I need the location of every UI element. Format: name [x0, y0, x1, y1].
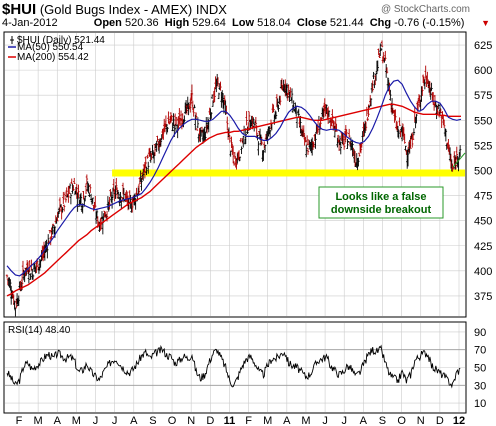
rsi-tick-label: 10 [474, 398, 486, 410]
price-chart: 375 400 425 450 475 500 525 550 575 600 625 $HUI (… [3, 31, 492, 318]
rsi-x-tick-label: N [187, 415, 195, 426]
rsi-tick-label: 90 [474, 327, 486, 339]
rsi-x-tick-label: F [245, 415, 252, 426]
rsi-x-tick-label: M [72, 415, 81, 426]
rsi-x-tick-label: M [263, 415, 272, 426]
rsi-x-tick-label: S [379, 415, 386, 426]
support-band [112, 169, 465, 177]
price-tick-label: 375 [474, 291, 492, 303]
rsi-x-tick-label: A [54, 415, 62, 426]
rsi-tick-label: 30 [474, 380, 486, 392]
price-legend: $HUI (Daily) 521.44 MA(50) 550.54 MA(200… [8, 35, 105, 63]
rsi-x-tick-label: A [130, 415, 138, 426]
rsi-x-tick-label: D [206, 415, 214, 426]
price-tick-label: 600 [474, 65, 492, 77]
price-tick-label: 500 [474, 165, 492, 177]
price-tick-label: 625 [474, 40, 492, 52]
low-value: 518.04 [257, 17, 291, 29]
ma50-line [6, 79, 462, 277]
rsi-x-axis: F M A M J J A S O N D 11 F M A M J J A S O N D 12 [16, 415, 465, 426]
credit: @ StockCharts.com [380, 4, 470, 15]
annotation-line1: Looks like a false [335, 191, 426, 203]
close-value: 521.44 [329, 17, 364, 29]
chart-header-line1: $HUI (Gold Bugs Index - AMEX) INDX [2, 1, 227, 18]
rsi-x-tick-label: F [16, 415, 23, 426]
chg-label: Chg [369, 17, 392, 29]
price-tick-label: 425 [474, 241, 492, 253]
annotation-line2: downside breakout [331, 204, 432, 216]
rsi-gridlines [5, 323, 465, 412]
price-tick-label: 475 [474, 191, 492, 203]
date: 4-Jan-2012 [2, 17, 58, 29]
price-bars [5, 40, 462, 317]
price-tick-label: 450 [474, 216, 492, 228]
rsi-x-tick-label: A [360, 415, 368, 426]
high-label: High [164, 17, 190, 29]
exchange: INDX [195, 2, 227, 17]
down-arrow-icon: ▼ [481, 18, 490, 28]
annotation-arrow [452, 152, 466, 168]
open-value: 520.36 [124, 17, 159, 29]
rsi-x-tick-label: D [436, 415, 444, 426]
rsi-x-tick-label: M [301, 415, 310, 426]
symbol: $HUI [2, 1, 37, 18]
low-label: Low [232, 17, 255, 29]
rsi-x-tick-label: 12 [453, 415, 465, 426]
ma200-line [6, 103, 461, 297]
rsi-tick-label: 50 [474, 363, 486, 375]
rsi-line [6, 344, 461, 389]
close-label: Close [296, 17, 327, 29]
open-label: Open [93, 17, 122, 29]
rsi-axis: 10 30 50 70 90 [474, 327, 486, 410]
price-tick-label: 525 [474, 140, 492, 152]
rsi-x-tick-label: N [417, 415, 425, 426]
rsi-legend: RSI(14) 48.40 [8, 325, 71, 336]
ohlc-legend-icon [10, 36, 14, 44]
rsi-x-tick-label: O [397, 415, 406, 426]
rsi-x-tick-label: O [168, 415, 177, 426]
legend-price: $HUI (Daily) 521.44 [17, 35, 105, 46]
rsi-x-tick-label: 11 [224, 415, 236, 426]
high-value: 529.64 [192, 17, 226, 29]
price-tick-label: 550 [474, 115, 492, 127]
chart-header-line2: 4-Jan-2012 Open 520.36 High 529.64 Low 5… [2, 17, 492, 29]
rsi-x-tick-label: J [112, 415, 118, 426]
price-tick-label: 575 [474, 90, 492, 102]
legend-ma50: MA(50) 550.54 [17, 42, 84, 53]
rsi-x-tick-label: J [93, 415, 99, 426]
rsi-x-tick-label: J [322, 415, 328, 426]
description: (Gold Bugs Index - AMEX) [39, 2, 193, 17]
rsi-x-tick-label: J [341, 415, 347, 426]
rsi-x-tick-label: A [283, 415, 291, 426]
annotation-box [318, 186, 444, 219]
rsi-x-tick-label: S [149, 415, 156, 426]
legend-ma200: MA(200) 554.42 [17, 52, 89, 63]
rsi-x-tick-label: M [34, 415, 43, 426]
chg-value: -0.76 (-0.15%) [394, 17, 465, 29]
price-tick-label: 400 [474, 266, 492, 278]
price-axis: 375 400 425 450 475 500 525 550 575 600 625 [474, 40, 492, 303]
rsi-tick-label: 70 [474, 345, 486, 357]
